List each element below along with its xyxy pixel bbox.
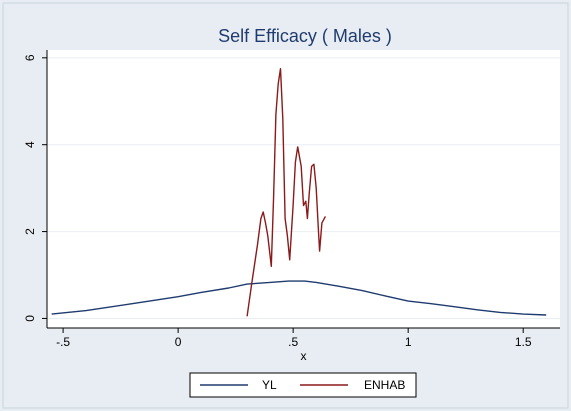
series-line-enhab [246, 68, 327, 317]
plot-area [47, 50, 560, 328]
y-tick-label-3: 6 [23, 54, 37, 61]
series-lines [51, 68, 547, 317]
y-tick-label-1: 2 [23, 228, 37, 235]
gridlines [47, 57, 560, 319]
axes: 0 2 4 6 -.5 0 .5 1 1.5 [23, 50, 560, 349]
legend-label-yl: YL [262, 378, 277, 392]
x-tick-label-1: 0 [175, 335, 182, 349]
x-axis-label: x [301, 349, 307, 363]
y-tick-label-2: 4 [23, 141, 37, 148]
x-tick-label-2: .5 [288, 335, 298, 349]
x-tick-label-0: -.5 [56, 335, 70, 349]
x-tick-label-3: 1 [405, 335, 412, 349]
chart-title: Self Efficacy ( Males ) [218, 26, 392, 46]
x-tick-label-4: 1.5 [515, 335, 532, 349]
legend-label-enhab: ENHAB [364, 378, 405, 392]
series-line-yl [51, 280, 547, 316]
legend: YL ENHAB [189, 372, 417, 398]
y-tick-label-0: 0 [23, 315, 37, 322]
